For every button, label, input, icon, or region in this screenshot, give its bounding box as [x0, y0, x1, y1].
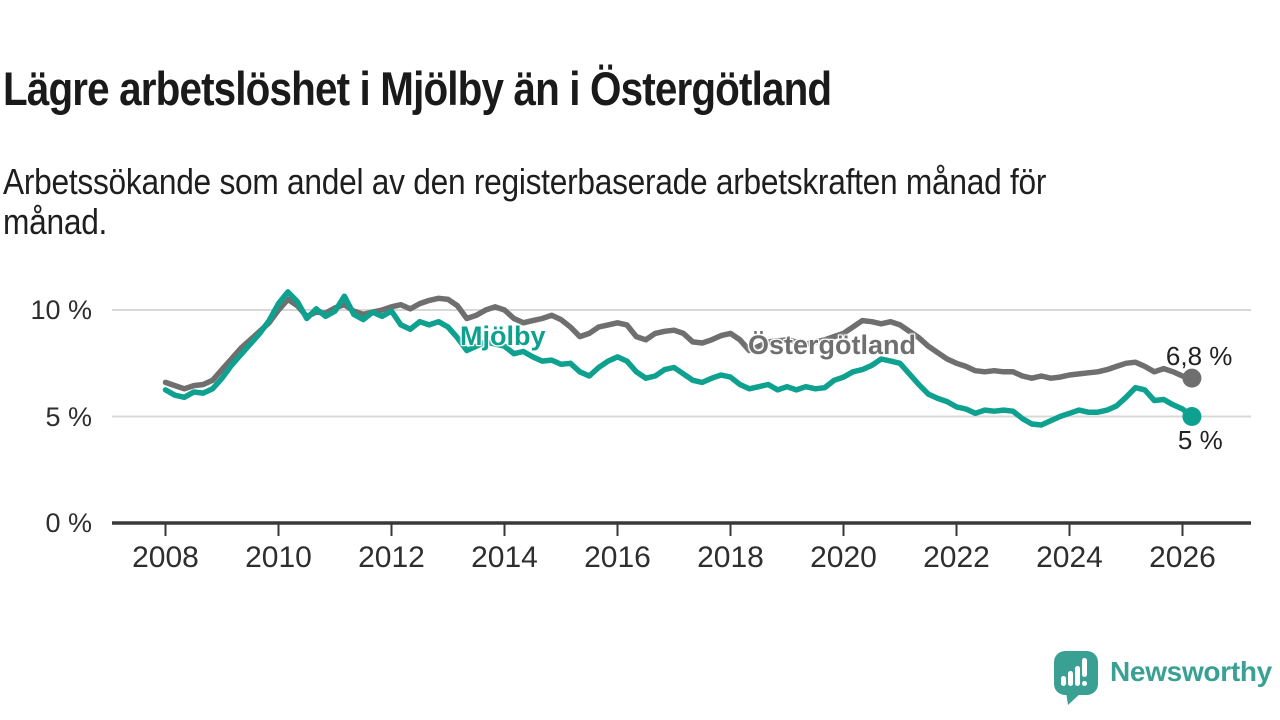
x-tick-label-2014: 2014 — [471, 541, 538, 574]
series-label-mjolby: Mjölby — [460, 321, 546, 351]
series-line-mjolby — [162, 289, 1195, 428]
x-tick-label-2024: 2024 — [1036, 541, 1103, 574]
x-tick-label-2026: 2026 — [1149, 541, 1216, 574]
series-end-dot-ostergotland — [1182, 368, 1202, 388]
x-tick-label-2010: 2010 — [245, 541, 312, 574]
y-tick-label-0: 0 % — [45, 508, 92, 538]
end-value-label-mjolby: 5 % — [1177, 424, 1223, 455]
brand-name: Newsworthy — [1110, 656, 1272, 687]
end-value-label-ostergotland: 6,8 % — [1165, 341, 1233, 372]
x-tick-label-2018: 2018 — [697, 541, 764, 574]
series-label-ostergotland: Östergötland — [748, 330, 917, 360]
newsworthy-logo-icon — [1054, 651, 1098, 705]
x-tick-label-2020: 2020 — [810, 541, 877, 574]
x-tick-label-2008: 2008 — [132, 541, 199, 574]
y-tick-label-10: 10 % — [30, 295, 92, 325]
series-end-dot-mjolby — [1182, 407, 1202, 426]
x-tick-label-2022: 2022 — [923, 541, 990, 574]
y-tick-label-5: 5 % — [45, 401, 92, 432]
page-title: Lägre arbetslöshet i Mjölby än i Östergö… — [3, 62, 832, 116]
chart-subtitle: Arbetssökande som andel av den registerb… — [3, 161, 1047, 242]
x-tick-label-2016: 2016 — [584, 541, 651, 574]
x-tick-label-2012: 2012 — [358, 541, 425, 574]
brand-footer: Newsworthy — [1053, 650, 1272, 706]
